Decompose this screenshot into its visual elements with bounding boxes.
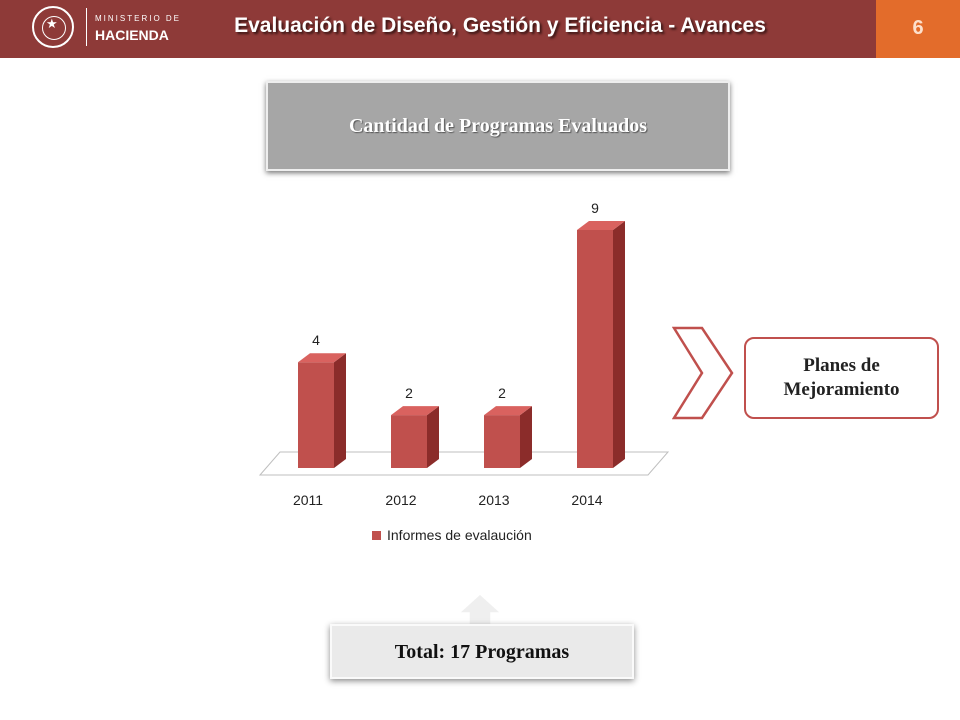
data-label-2011: 4 — [312, 332, 320, 348]
bar-2014 — [577, 230, 613, 468]
bar-2013 — [484, 415, 520, 468]
chart-title-box: Cantidad de Programas Evaluados — [266, 81, 730, 171]
bar-2012 — [391, 415, 427, 468]
logo-divider — [86, 8, 87, 46]
legend-swatch — [372, 531, 381, 540]
x-tick-label-2013: 2013 — [478, 492, 509, 508]
bar-top-2014 — [577, 221, 625, 230]
bar-side-2014 — [613, 221, 625, 468]
bar-side-2013 — [520, 406, 532, 468]
planes-line2: Mejoramiento — [783, 379, 900, 400]
bar-chart: 4 2011 2 2012 2 2013 9 2014 Informes de evalauci… — [258, 200, 670, 543]
planes-line1: Planes de — [803, 355, 880, 376]
chevron-arrow-icon — [672, 326, 734, 420]
logo-line1: MINISTERIO DE — [95, 14, 182, 23]
x-tick-label-2011: 2011 — [293, 492, 323, 508]
slide-title: Evaluación de Diseño, Gestión y Eficienc… — [234, 14, 766, 37]
ministry-logo: ★ MINISTERIO DE HACIENDA — [32, 6, 182, 50]
bar-side-2012 — [427, 406, 439, 468]
data-label-2012: 2 — [405, 385, 413, 401]
x-tick-label-2014: 2014 — [571, 492, 602, 508]
national-seal-icon — [32, 6, 74, 48]
total-programs-box: Total: 17 Programas — [330, 624, 634, 679]
logo-line2: HACIENDA — [95, 27, 169, 43]
bar-top-2011 — [298, 353, 346, 363]
data-label-2014: 9 — [591, 200, 599, 216]
bar-top-2012 — [391, 406, 439, 416]
page-number: 6 — [876, 0, 960, 58]
chart-floor — [258, 451, 670, 476]
bar-side-2011 — [334, 353, 346, 468]
bar-2011 — [298, 362, 334, 468]
legend-label: Informes de evalaución — [387, 527, 532, 543]
star-icon: ★ — [46, 16, 58, 31]
header-bar: ★ MINISTERIO DE HACIENDA Evaluación de D… — [0, 0, 960, 58]
data-label-2013: 2 — [498, 385, 506, 401]
planes-mejoramiento-box: Planes de Mejoramiento — [744, 337, 939, 419]
x-tick-label-2012: 2012 — [385, 492, 416, 508]
bar-top-2013 — [484, 406, 532, 416]
